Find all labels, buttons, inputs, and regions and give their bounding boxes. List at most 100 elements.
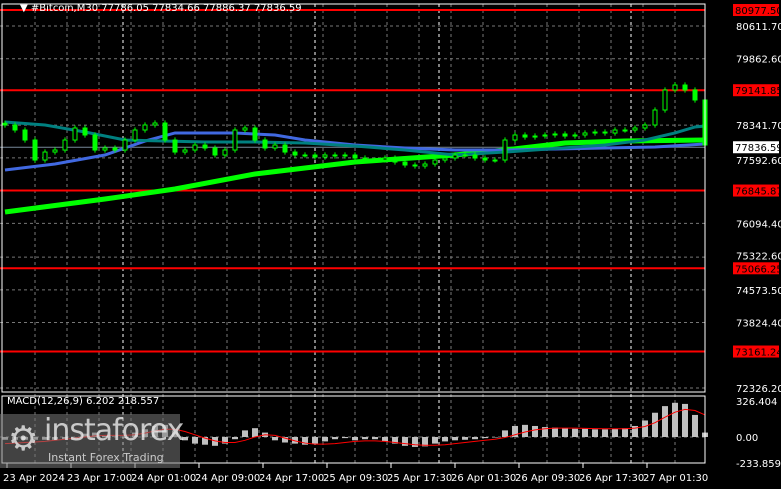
candle-body xyxy=(602,131,608,134)
candle-body xyxy=(692,89,698,101)
macd-histogram-bar xyxy=(472,437,478,440)
level-price-label: 75066.25 xyxy=(735,264,781,275)
candle-body xyxy=(282,144,288,153)
macd-histogram-bar xyxy=(342,437,348,439)
candle-body xyxy=(92,134,98,151)
level-price-tag xyxy=(733,184,779,197)
candle-body xyxy=(302,154,308,157)
macd-histogram-bar xyxy=(312,437,318,444)
candle-body xyxy=(222,149,228,156)
candle-body xyxy=(162,122,168,141)
macd-pane xyxy=(2,402,708,447)
candle-body xyxy=(472,154,478,159)
time-tick-label: 26 Apr 17:30 xyxy=(579,473,644,484)
candle-body xyxy=(642,124,648,129)
candle-body xyxy=(582,132,588,136)
time-tick-label: 25 Apr 17:30 xyxy=(387,473,452,484)
macd-histogram-bar xyxy=(442,437,448,442)
macd-histogram-bar xyxy=(252,428,258,437)
candle-body xyxy=(432,159,438,165)
candle-body xyxy=(352,154,358,159)
level-price-label: 79141.85 xyxy=(735,86,781,97)
macd-histogram-bar xyxy=(672,402,678,437)
moving-average-line xyxy=(4,137,706,215)
time-tick-label: 24 Apr 01:00 xyxy=(131,473,196,484)
candle-body xyxy=(322,154,328,158)
watermark-tagline: Instant Forex Trading xyxy=(48,451,164,464)
macd-histogram-bar xyxy=(322,437,328,442)
triangle-down-icon[interactable]: ▼ xyxy=(20,3,31,14)
candle-body xyxy=(232,129,238,151)
candle-body xyxy=(102,147,108,151)
watermark-logo: ⚙ instaforex Instant Forex Trading xyxy=(0,414,184,468)
candle-body xyxy=(212,147,218,156)
candle-body xyxy=(372,159,378,162)
candle-body xyxy=(572,134,578,137)
axes: 80611.70 79862.60 78341.70 77592.60 76094.40… xyxy=(1,3,781,484)
macd-histogram-bar xyxy=(222,437,228,444)
candle-body xyxy=(32,139,38,161)
level-price-label: 80977.50 xyxy=(735,6,781,17)
level-price-tag xyxy=(733,4,779,17)
macd-histogram-bar xyxy=(232,437,238,440)
candle-body xyxy=(512,134,518,141)
macd-histogram-bar xyxy=(452,437,458,441)
time-tick-label: 26 Apr 01:30 xyxy=(451,473,516,484)
macd-histogram-bar xyxy=(302,437,308,445)
candle-body xyxy=(392,157,398,163)
price-tick-label: 74573.50 xyxy=(736,286,781,297)
price-tick-label: 75322.60 xyxy=(736,251,781,262)
macd-histogram-bar xyxy=(532,425,538,437)
candle-body xyxy=(462,154,468,157)
level-price-label: 76845.87 xyxy=(735,187,781,198)
candle-body xyxy=(22,129,28,141)
candle-body xyxy=(362,157,368,161)
candle-body xyxy=(272,144,278,149)
macd-histogram-bar xyxy=(392,437,398,444)
moving-averages xyxy=(4,120,706,215)
candle-body xyxy=(242,127,248,131)
macd-tick-label: 326.404 xyxy=(736,397,777,408)
macd-histogram-bar xyxy=(692,414,698,437)
gear-logo-icon: ⚙ xyxy=(8,419,39,459)
candle-body xyxy=(562,133,568,137)
candle-body xyxy=(182,149,188,153)
macd-histogram-bar xyxy=(642,420,648,437)
macd-histogram-bar xyxy=(352,437,358,441)
price-tick-label: 80611.70 xyxy=(736,22,781,33)
macd-histogram-bar xyxy=(272,437,278,441)
macd-histogram-bar xyxy=(282,437,288,443)
candle-body xyxy=(172,139,178,153)
candle-body xyxy=(672,84,678,91)
macd-histogram-bar xyxy=(662,406,668,437)
macd-histogram-bar xyxy=(482,437,488,439)
candle-body xyxy=(252,127,258,141)
macd-tick-label: 0.00 xyxy=(736,433,758,444)
level-price-tag xyxy=(733,84,779,97)
macd-histogram-bar xyxy=(182,437,188,441)
candle-body xyxy=(482,157,488,161)
macd-histogram-bar xyxy=(332,437,338,440)
grid xyxy=(0,4,705,463)
macd-histogram-bar xyxy=(202,437,208,445)
level-price-tag xyxy=(733,345,779,358)
candle-body xyxy=(452,154,458,159)
macd-histogram-bar xyxy=(292,437,298,444)
candle-body xyxy=(62,139,68,151)
price-tick-label: 76094.40 xyxy=(736,219,781,230)
time-tick-label: 23 Apr 2024 xyxy=(3,473,65,484)
price-tick-label: 79862.60 xyxy=(736,55,781,66)
candle-body xyxy=(72,127,78,141)
candle-body xyxy=(522,134,528,138)
candle-body xyxy=(622,129,628,132)
candle-body xyxy=(552,133,558,136)
candle-body xyxy=(152,122,158,126)
macd-histogram-bar xyxy=(422,437,428,447)
macd-histogram-bar xyxy=(192,437,198,444)
candle-body xyxy=(202,144,208,149)
macd-histogram-bar xyxy=(592,429,598,437)
horizontal-levels xyxy=(0,9,705,353)
macd-histogram-bar xyxy=(432,437,438,444)
time-tick-label: 27 Apr 01:30 xyxy=(643,473,708,484)
